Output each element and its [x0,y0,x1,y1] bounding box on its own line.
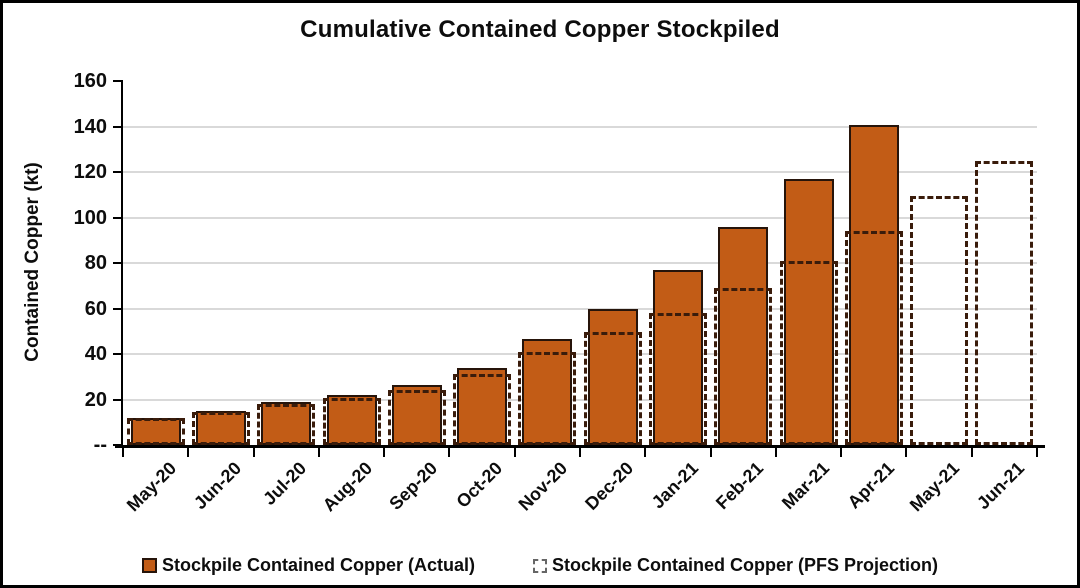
chart-title: Cumulative Contained Copper Stockpiled [300,16,780,43]
bar-pfs-projection [191,412,250,445]
bar-actual [522,339,573,445]
legend-swatch-actual-icon [141,558,157,573]
bar-actual [718,226,769,445]
x-axis-tick [1036,448,1038,457]
x-axis-tick [252,448,255,457]
y-axis-tick [113,307,123,310]
y-axis-tick [113,444,123,446]
y-gridline [123,216,1037,219]
bar-pfs-projection [518,351,577,445]
y-axis-tick [113,398,123,401]
x-axis-tick [709,448,712,457]
legend-entry-pfs: Stockpile Contained Copper (PFS Projecti… [532,555,939,576]
y-tick-label: -- [93,434,107,456]
y-gridline [123,171,1037,173]
y-gridline [123,398,1037,401]
y-axis-tick [113,262,123,264]
bar-pfs-projection [714,288,773,445]
bar-pfs-projection [844,231,903,445]
legend-label-actual: Stockpile Contained Copper (Actual) [161,555,475,575]
y-axis-tick [113,171,123,173]
legend-swatch-pfs-icon [532,558,547,573]
y-tick-label: 120 [73,161,107,183]
y-tick-label: 100 [73,206,107,229]
y-axis-tick [113,80,123,82]
y-axis-tick [113,125,123,128]
bar-actual [587,308,638,445]
y-tick-label: 160 [73,70,107,92]
y-axis-tick [113,216,123,219]
x-axis-tick [187,448,190,457]
bar-pfs-projection [257,404,316,445]
x-axis-tick [774,448,777,457]
bar-actual [652,269,703,445]
bar-pfs-projection [453,374,512,445]
y-gridline [123,307,1037,310]
y-tick-label: 20 [84,388,107,411]
bar-pfs-projection [126,417,185,445]
x-axis-tick [970,448,973,457]
bar-actual [783,178,834,445]
bar-actual [457,367,508,445]
x-axis-tick [448,448,451,457]
legend-entry-actual: Stockpile Contained Copper (Actual) [141,555,475,576]
bar-pfs-projection [322,398,381,445]
bar-actual [848,125,899,445]
x-axis-tick [513,448,516,457]
y-tick-label: 80 [84,252,107,274]
y-gridline [123,125,1037,128]
x-axis-tick [317,448,320,457]
legend-label-pfs: Stockpile Contained Copper (PFS Projecti… [551,555,939,575]
x-axis-tick [644,448,647,457]
x-axis-tick [383,448,386,457]
bar-pfs-projection [779,260,838,445]
y-gridline [123,353,1037,355]
y-tick-label: 140 [73,115,107,138]
chart-plot-area [113,80,1045,457]
y-tick-label: 60 [84,297,107,320]
y-axis-tick [113,353,123,355]
x-axis-tick [840,448,843,457]
bar-pfs-projection [910,195,969,445]
bar-actual [261,401,312,445]
x-axis-line [115,445,1045,448]
y-tick-label: 40 [84,343,107,365]
x-axis-tick [905,448,908,457]
bar-pfs-projection [387,390,446,445]
bar-pfs-projection [583,332,642,445]
bar-pfs-projection [648,313,707,445]
bar-pfs-projection [975,160,1034,445]
y-gridline [123,262,1037,264]
x-axis-tick [579,448,581,457]
bar-actual [326,394,377,445]
chart-legend: Stockpile Contained Copper (Actual) Stoc… [3,555,1077,576]
x-axis-tick [122,448,124,457]
